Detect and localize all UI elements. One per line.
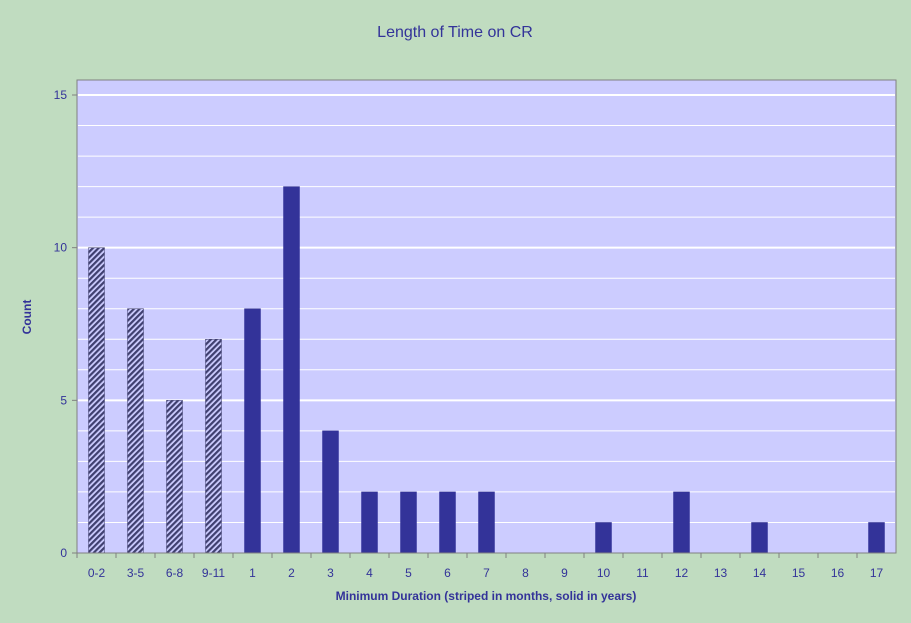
bar-9-11 xyxy=(205,339,222,554)
bar-6 xyxy=(439,491,456,554)
x-tick-label: 15 xyxy=(792,566,806,580)
bar-10 xyxy=(595,522,612,554)
y-tick-label: 15 xyxy=(54,88,68,102)
bar-17 xyxy=(868,522,885,554)
x-tick-label: 13 xyxy=(714,566,728,580)
bar-2 xyxy=(283,186,300,554)
x-tick-label: 4 xyxy=(366,566,373,580)
bar-3-5 xyxy=(127,308,144,554)
x-tick-label: 14 xyxy=(753,566,767,580)
y-tick-label: 0 xyxy=(60,546,67,560)
y-tick-label: 10 xyxy=(54,241,68,255)
y-tick-labels: 0 5 10 15 xyxy=(54,88,77,560)
x-tick-label: 3-5 xyxy=(127,566,145,580)
x-tick-labels: 0-2 3-5 6-8 9-11 1 2 3 4 5 6 7 8 9 10 11 12 13 14 15 16 17 xyxy=(76,553,884,580)
x-tick-label: 5 xyxy=(405,566,412,580)
x-tick-label: 8 xyxy=(522,566,529,580)
bar-12 xyxy=(673,491,690,554)
bar-14 xyxy=(751,522,768,554)
bar-6-8 xyxy=(166,400,183,554)
x-tick-label: 10 xyxy=(597,566,611,580)
plot-area xyxy=(76,79,897,554)
x-tick-label: 6-8 xyxy=(166,566,184,580)
x-tick-label: 17 xyxy=(870,566,884,580)
bar-1 xyxy=(244,308,261,554)
bar-3 xyxy=(322,430,339,554)
chart-title: Length of Time on CR xyxy=(377,24,533,41)
x-tick-label: 1 xyxy=(249,566,256,580)
x-tick-label: 9-11 xyxy=(202,566,225,580)
bars xyxy=(88,186,885,554)
x-tick-label: 6 xyxy=(444,566,451,580)
bar-4 xyxy=(361,491,378,554)
x-tick-label: 0-2 xyxy=(88,566,106,580)
x-tick-label: 16 xyxy=(831,566,845,580)
x-tick-label: 3 xyxy=(327,566,334,580)
y-tick-label: 5 xyxy=(60,393,67,407)
bar-0-2 xyxy=(88,247,105,554)
x-tick-label: 7 xyxy=(483,566,490,580)
bar-5 xyxy=(400,491,417,554)
x-tick-label: 11 xyxy=(636,566,649,580)
x-axis-label: Minimum Duration (striped in months, sol… xyxy=(336,589,637,603)
x-tick-label: 2 xyxy=(288,566,295,580)
bar-7 xyxy=(478,491,495,554)
x-tick-label: 9 xyxy=(561,566,568,580)
x-tick-label: 12 xyxy=(675,566,689,580)
y-axis-label: Count xyxy=(20,300,34,335)
